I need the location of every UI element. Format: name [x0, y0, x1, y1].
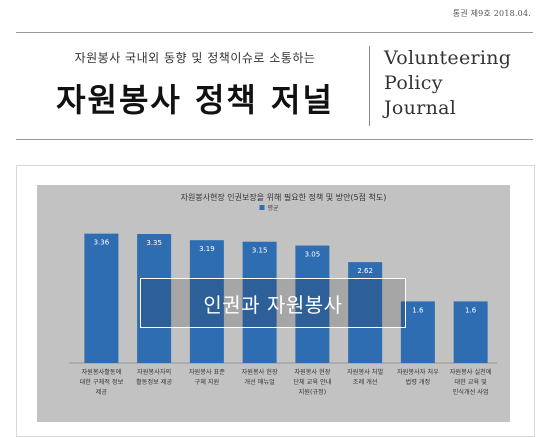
chart-bar-4 [242, 241, 277, 363]
chart-category-label-4-2: 개선 매뉴얼 [244, 378, 275, 386]
chart-bar-8 [453, 301, 488, 363]
chart-value-label-8: 1.6 [465, 306, 477, 314]
masthead-divider [369, 46, 370, 126]
chart-bar-2 [137, 234, 172, 363]
chart-category-label-5-3: 지원(규정) [299, 388, 327, 396]
masthead-top-rule [16, 32, 533, 33]
chart-category-label-1-1: 자원봉사활동에 [81, 368, 121, 376]
masthead-english-title: Volunteering Policy Journal [384, 46, 511, 121]
chart-category-label-8-1: 자원봉사 실천에 [450, 368, 492, 376]
chart-image: 자원봉사현장 인권보장을 위해 필요한 정책 및 방안(5점 척도) 평균 3.36… [37, 185, 510, 422]
chart-value-label-2: 3.35 [146, 239, 162, 247]
english-title-line-2: Policy [384, 72, 443, 94]
chart-category-label-2-1: 자원봉사자의 [137, 368, 171, 376]
chart-category-label-3-2: 구체 지원 [195, 378, 220, 386]
chart-category-label-8-2: 대한 교육 및 [454, 378, 487, 386]
bar-chart: 자원봉사현장 인권보장을 위해 필요한 정책 및 방안(5점 척도) 평균 3.36… [69, 192, 497, 396]
english-title-line-3: Journal [384, 97, 457, 119]
masthead-bottom-rule [16, 139, 533, 140]
chart-title: 자원봉사현장 인권보장을 위해 필요한 정책 및 방안(5점 척도) [181, 192, 387, 202]
chart-category-label-3-1: 자원봉사 표준 [189, 368, 225, 376]
chart-category-label-2-2: 활동정보 제공 [136, 378, 172, 386]
chart-value-label-1: 3.36 [94, 239, 110, 247]
chart-value-label-3: 3.19 [199, 245, 215, 253]
chart-bar-3 [189, 240, 224, 363]
chart-category-label-7-2: 법령 개정 [406, 378, 431, 386]
chart-bar-7 [400, 301, 435, 363]
chart-bar-5 [295, 245, 330, 363]
chart-category-label-5-1: 자원봉사 현장 [294, 368, 330, 376]
issue-info: 통권 제9호 2018.04. [452, 9, 531, 18]
masthead-subtitle: 자원봉사 국내외 동향 및 정책이슈로 소통하는 [74, 51, 316, 65]
chart-category-label-4-1: 자원봉사 현장 [242, 368, 278, 376]
english-title-line-1: Volunteering [384, 47, 512, 69]
chart-category-label-1-2: 대한 구체적 정보 [79, 378, 123, 386]
article-title-overlay[interactable]: 인권과 자원봉사 [140, 278, 406, 328]
chart-value-label-4: 3.15 [252, 247, 268, 255]
chart-category-label-1-3: 제공 [96, 388, 108, 396]
chart-category-label-7-1: 자원봉사자 처우 [397, 368, 439, 376]
chart-category-label-6-1: 자원봉사 처벌 [347, 368, 383, 376]
chart-bar-1 [84, 233, 119, 363]
chart-category-label-8-3: 인식개선 사업 [453, 388, 489, 396]
chart-value-label-5: 3.05 [305, 251, 321, 259]
masthead-title: 자원봉사 정책 저널 [56, 81, 334, 119]
chart-legend-swatch [259, 205, 265, 210]
chart-category-label-5-2: 단체 교육 안내 [293, 378, 331, 386]
chart-value-label-6: 2.62 [357, 267, 373, 275]
chart-legend-label: 평균 [268, 204, 280, 212]
chart-category-label-6-2: 조례 개선 [353, 378, 378, 386]
chart-value-label-7: 1.6 [412, 306, 424, 314]
